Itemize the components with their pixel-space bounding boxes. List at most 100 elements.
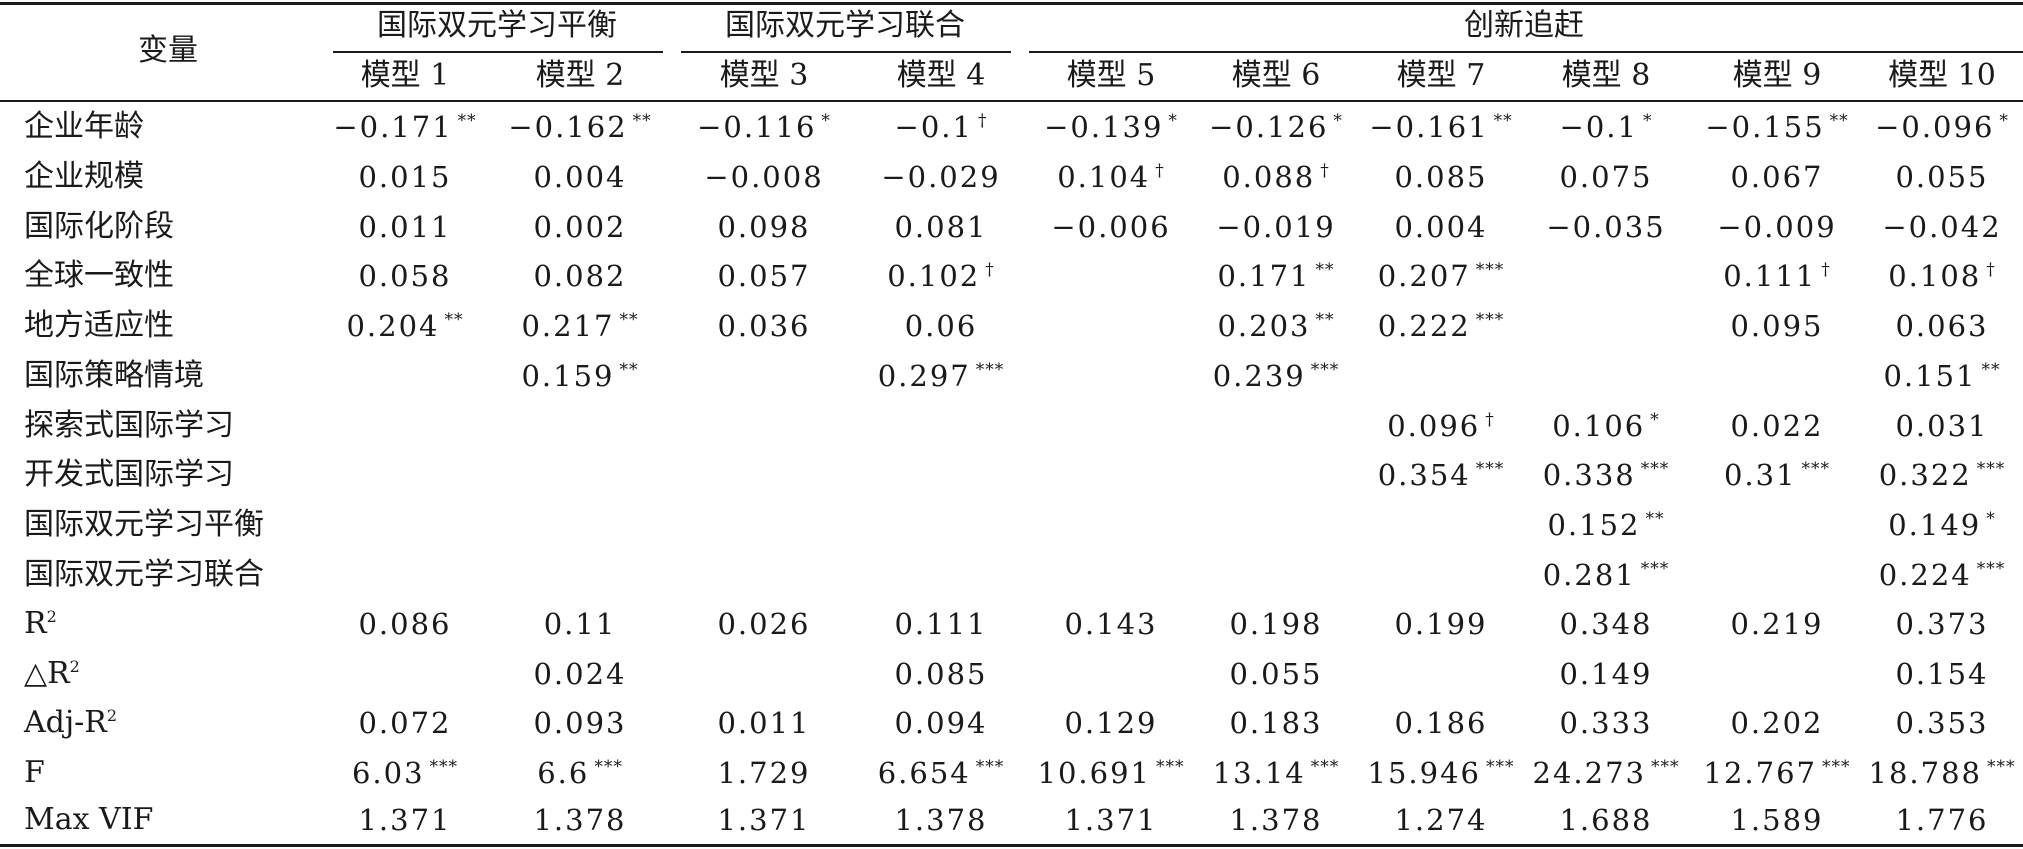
cell-value: 0.151 xyxy=(1883,359,1977,393)
table-cell: 0.011 xyxy=(358,207,451,247)
table-cell: 0.085 xyxy=(894,654,987,694)
table-cell: 0.198 xyxy=(1229,604,1322,644)
group-header-joint: 国际双元学习联合 xyxy=(725,8,965,43)
table-cell: 0.149 xyxy=(1559,654,1652,694)
cell-value: 0.348 xyxy=(1559,607,1653,641)
model-header: 模型 4 xyxy=(896,58,986,93)
cell-value: 1.371 xyxy=(717,803,811,837)
cell-value: −0.1 xyxy=(1559,110,1638,144)
group-header-balance: 国际双元学习平衡 xyxy=(377,8,617,43)
significance-marker: † xyxy=(977,111,988,132)
table-cell: 10.691 *** xyxy=(1038,753,1185,793)
table-cell: 0.055 xyxy=(1229,654,1322,694)
table-cell: 0.082 xyxy=(533,256,626,296)
row-label-text: 国际双元学习联合 xyxy=(24,557,264,592)
group-underline-catchup xyxy=(1029,51,2023,53)
cell-value: −0.1 xyxy=(894,110,973,144)
row-label: Max VIF xyxy=(24,800,153,840)
table-cell: −0.008 xyxy=(704,157,823,197)
cell-value: 0.203 xyxy=(1217,309,1311,343)
significance-marker: ** xyxy=(1645,509,1665,530)
table-cell: −0.161 ** xyxy=(1369,107,1512,147)
table-cell: −0.162 ** xyxy=(508,107,651,147)
cell-value: 0.373 xyxy=(1895,607,1989,641)
row-label: R2 xyxy=(24,604,57,644)
table-cell: 0.086 xyxy=(358,604,451,644)
table-cell: 0.183 xyxy=(1229,703,1322,743)
table-cell: 0.239 *** xyxy=(1213,356,1340,396)
table-cell: 0.297 *** xyxy=(878,356,1005,396)
significance-marker: *** xyxy=(975,360,1005,381)
cell-value: 0.353 xyxy=(1895,706,1989,740)
cell-value: 0.149 xyxy=(1888,508,1982,542)
table-cell: 0.072 xyxy=(358,703,451,743)
significance-marker: ** xyxy=(1315,260,1335,281)
significance-marker: *** xyxy=(1475,459,1505,480)
table-cell: 1.378 xyxy=(1229,800,1322,840)
header-rule xyxy=(0,100,2023,102)
table-cell: 0.322 *** xyxy=(1879,455,2006,495)
significance-marker: ** xyxy=(1981,360,2001,381)
model-header: 模型 6 xyxy=(1231,58,1321,93)
cell-value: 0.095 xyxy=(1730,309,1824,343)
table-cell: 0.096 † xyxy=(1387,406,1495,446)
row-label-superscript: 2 xyxy=(46,607,57,626)
significance-marker: *** xyxy=(1475,310,1505,331)
table-cell: −0.096 * xyxy=(1875,107,2009,147)
cell-value: 0.217 xyxy=(521,309,615,343)
table-cell: 6.6 *** xyxy=(537,753,623,793)
table-cell: 0.024 xyxy=(533,654,626,694)
table-cell: 6.03 *** xyxy=(352,753,458,793)
row-label: 国际双元学习联合 xyxy=(24,555,264,595)
table-cell: 0.06 xyxy=(905,306,978,346)
cell-value: 13.14 xyxy=(1212,756,1306,790)
row-label-text: 地方适应性 xyxy=(24,308,174,343)
table-cell: 0.202 xyxy=(1730,703,1823,743)
table-cell: 1.371 xyxy=(358,800,451,840)
bottom-rule xyxy=(0,844,2023,847)
table-cell: 0.088 † xyxy=(1222,157,1330,197)
significance-marker: ** xyxy=(457,111,477,132)
table-cell: 0.199 xyxy=(1394,604,1487,644)
table-cell: 0.152 ** xyxy=(1547,505,1664,545)
table-cell: −0.029 xyxy=(881,157,1000,197)
significance-marker: *** xyxy=(1801,459,1831,480)
cell-value: 0.239 xyxy=(1212,359,1306,393)
cell-value: 1.378 xyxy=(533,803,627,837)
row-label-superscript: 2 xyxy=(106,706,118,725)
table-cell: 0.063 xyxy=(1895,306,1988,346)
cell-value: 0.281 xyxy=(1542,558,1636,592)
cell-value: 0.152 xyxy=(1547,508,1641,542)
row-label: 国际化阶段 xyxy=(24,207,174,247)
table-cell: 1.589 xyxy=(1730,800,1823,840)
table-cell: 1.371 xyxy=(717,800,810,840)
table-cell: 0.085 xyxy=(1394,157,1487,197)
table-cell: 0.11 xyxy=(544,604,617,644)
row-label-text: △R xyxy=(24,656,70,691)
row-label: F xyxy=(24,753,45,793)
table-cell: 0.143 xyxy=(1064,604,1157,644)
table-cell: 1.371 xyxy=(1064,800,1157,840)
cell-value: 0.149 xyxy=(1559,657,1653,691)
table-cell: 0.111 xyxy=(894,604,987,644)
cell-value: 1.688 xyxy=(1559,803,1653,837)
cell-value: −0.139 xyxy=(1044,110,1164,144)
cell-value: 0.129 xyxy=(1064,706,1158,740)
table-cell: 0.015 xyxy=(358,157,451,197)
row-label: 开发式国际学习 xyxy=(24,455,234,495)
cell-value: 0.222 xyxy=(1377,309,1471,343)
cell-value: 0.219 xyxy=(1730,607,1824,641)
significance-marker: * xyxy=(1999,111,2009,132)
cell-value: 0.207 xyxy=(1377,259,1471,293)
table-cell: 0.204 ** xyxy=(346,306,463,346)
cell-value: 0.224 xyxy=(1878,558,1972,592)
table-cell: −0.019 xyxy=(1216,207,1335,247)
row-label-text: 开发式国际学习 xyxy=(24,457,234,492)
table-cell: 15.946 *** xyxy=(1368,753,1515,793)
table-cell: 0.094 xyxy=(894,703,987,743)
significance-marker: *** xyxy=(975,757,1005,778)
cell-value: −0.029 xyxy=(881,160,1001,194)
table-cell: 0.108 † xyxy=(1888,256,1996,296)
cell-value: −0.008 xyxy=(704,160,824,194)
cell-value: 0.002 xyxy=(533,210,627,244)
